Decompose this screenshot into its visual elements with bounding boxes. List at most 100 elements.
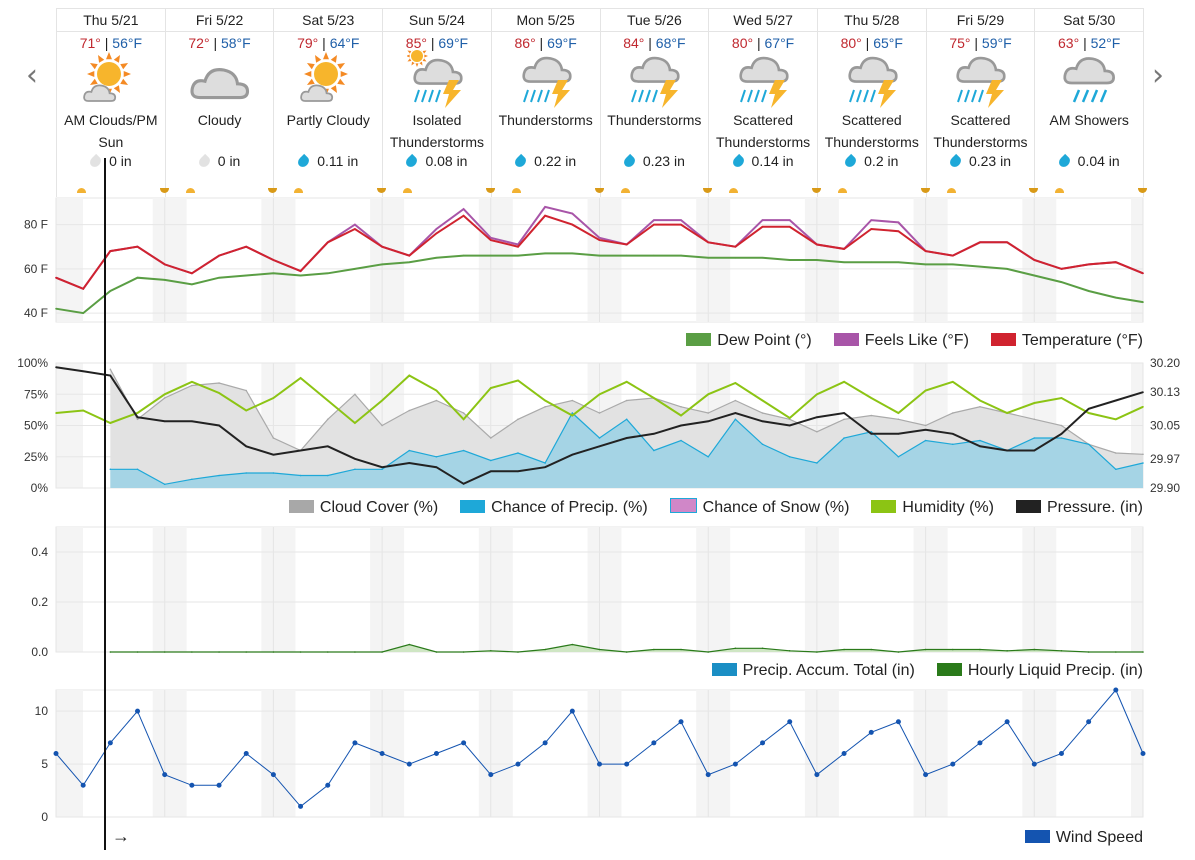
precip-point (734, 418, 737, 421)
day-temps: 80° | 65°F (840, 35, 903, 51)
high-temp: 80° (731, 35, 754, 51)
precip-point (218, 474, 220, 477)
legend-item[interactable]: Temperature (°F) (990, 332, 1143, 350)
pressure-point (1033, 449, 1036, 452)
day-column[interactable]: Mon 5/25 86° | 69°F Thunderstorms 0.22 i… (491, 9, 604, 197)
legend-item[interactable]: Chance of Precip. (%) (460, 499, 648, 517)
day-column[interactable]: Fri 5/29 75° | 59°F Scattered Thundersto… (926, 9, 1039, 197)
wind-direction-icon (950, 761, 956, 767)
legend-label: Precip. Accum. Total (in) (742, 662, 915, 679)
legend-item[interactable]: Wind Speed (1024, 829, 1143, 847)
cloud-point (517, 418, 519, 421)
legend-swatch (936, 663, 962, 676)
temp-point (1142, 272, 1144, 275)
night-band (261, 198, 296, 322)
day-column[interactable]: Sat 5/30 63° | 52°F AM Showers 0.04 in (1035, 9, 1148, 197)
legend-item[interactable]: Chance of Snow (%) (669, 498, 850, 517)
hourly-point (299, 651, 302, 653)
temp-point (435, 232, 438, 235)
hourly-point (979, 648, 981, 651)
precip-amount: 0.2 in (818, 153, 926, 169)
wind-direction-icon (1140, 751, 1146, 756)
day-column[interactable]: Sun 5/24 85° | 69°F Isolated Thunderstor… (383, 9, 495, 197)
cloud-point (979, 405, 981, 408)
hourly-point (1033, 648, 1036, 651)
humidity-point (734, 382, 737, 384)
y-tick-label: 25% (24, 450, 48, 464)
legend-item[interactable]: Precip. Accum. Total (in) (711, 662, 915, 680)
previous-days-button[interactable]: ‹ (26, 58, 38, 93)
night-band (696, 690, 731, 817)
humidity-point (136, 412, 139, 414)
precip-point (761, 443, 764, 446)
hourly-point (326, 651, 329, 653)
humidity-point (245, 409, 248, 412)
dew-point (109, 290, 112, 292)
feels-point (897, 221, 900, 224)
precip-amount: 0.04 in (1035, 153, 1143, 169)
dew-point (816, 259, 818, 261)
next-days-button[interactable]: › (1152, 58, 1164, 93)
day-column[interactable]: Thu 5/21 71° | 56°F AM Clouds/PM Sun 0 i… (56, 9, 169, 197)
legend-label: Cloud Cover (%) (319, 498, 439, 516)
dew-point (1142, 301, 1144, 303)
legend-item[interactable]: Dew Point (°) (686, 332, 812, 350)
wind-direction-icon (53, 751, 59, 756)
legend-label: Chance of Snow (%) (702, 499, 850, 516)
day-column[interactable]: Tue 5/26 84° | 68°F Thunderstorms 0.23 i… (600, 9, 713, 197)
hourly-point (517, 651, 519, 653)
precip-point (843, 437, 845, 439)
current-time-arrow: → (112, 826, 130, 846)
day-column[interactable]: Thu 5/28 80° | 65°F Scattered Thundersto… (817, 9, 930, 197)
night-band (56, 198, 83, 322)
legend-item[interactable]: Feels Like (°F) (833, 332, 969, 350)
cloud-point (1033, 418, 1036, 421)
wind-direction-icon (107, 740, 113, 746)
day-column[interactable]: Sat 5/23 79° | 64°F Partly Cloudy 0.11 i… (274, 9, 387, 197)
temp-point (816, 243, 818, 246)
night-band (478, 198, 513, 322)
condition-text: AM Clouds/PM Sun (64, 112, 158, 150)
cloud-point (191, 384, 193, 387)
condition-text: Scattered Thunderstorms (715, 112, 811, 150)
day-column[interactable]: Fri 5/22 72° | 58°F Cloudy 0 in (165, 9, 278, 197)
wind-direction-icon (162, 772, 168, 778)
sun-cloud-icon (57, 51, 165, 109)
legend-item[interactable]: Hourly Liquid Precip. (in) (936, 662, 1143, 680)
wind-direction-icon (270, 772, 276, 778)
precip-point (924, 439, 927, 442)
chart-panel: 100% 75% 50% 25% 0% 30.20 30.13 30.05 29.97 29.90 (17, 356, 1180, 495)
temp-point (1087, 263, 1090, 266)
humidity-point (571, 414, 574, 417)
cloud-point (680, 405, 682, 408)
day-column[interactable]: Wed 5/27 80° | 67°F Scattered Thundersto… (709, 9, 821, 197)
dew-point (924, 263, 927, 266)
precip-amount: 0.08 in (383, 153, 491, 169)
temp-point (897, 230, 900, 233)
cloud-point (136, 418, 139, 421)
hourly-point (381, 651, 383, 653)
precip-point (680, 439, 682, 442)
wind-direction-icon (406, 761, 412, 767)
high-temp: 84° (623, 35, 645, 51)
legend-item[interactable]: Cloud Cover (%) (288, 498, 439, 517)
wind-direction-icon (433, 751, 439, 756)
hourly-area (110, 644, 1143, 652)
sunset-icon (703, 188, 713, 193)
pressure-point (326, 445, 329, 448)
wind-direction-icon (515, 761, 521, 767)
hourly-point (191, 651, 193, 653)
y-tick-label: 0.4 (31, 545, 48, 559)
day-temps: 86° | 69°F (514, 35, 577, 51)
sunset-icon (594, 188, 604, 193)
hourly-point (136, 651, 139, 653)
hourly-point (354, 651, 356, 653)
humidity-point (82, 409, 84, 412)
legend-item[interactable]: Humidity (%) (871, 499, 994, 517)
chart-legend: Precip. Accum. Total (in) Hourly Liquid P… (711, 662, 1143, 680)
humidity-point (218, 392, 220, 394)
legend-item[interactable]: Pressure. (in) (1015, 499, 1143, 517)
precip-value: 0.14 in (751, 153, 794, 169)
y-tick-label: 0.0 (31, 645, 48, 659)
night-band (370, 690, 405, 817)
